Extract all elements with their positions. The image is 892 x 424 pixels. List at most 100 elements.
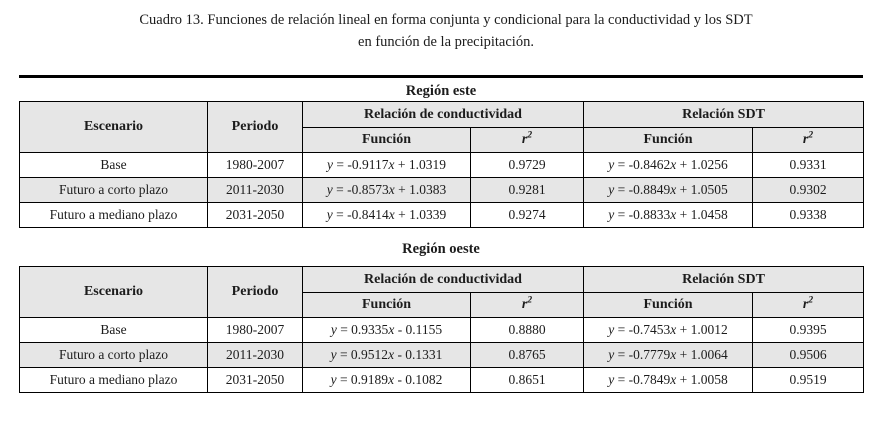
equation-part: = 0.9512 (336, 347, 389, 362)
cell-periodo: 1980-2007 (207, 152, 303, 178)
y-symbol: y (608, 347, 615, 362)
header-periodo: Periodo (207, 266, 303, 318)
cell-funcion-sdt: y = -0.8849x + 1.0505 (583, 177, 753, 203)
r-symbol: r (802, 132, 809, 147)
header-sdt-group: Relación SDT (583, 101, 864, 128)
x-symbol: x (670, 182, 677, 197)
equation-part: = -0.8462 (614, 157, 671, 172)
equation-part: + 1.0319 (394, 157, 446, 172)
cell-r2-sdt: 0.9506 (752, 342, 864, 368)
table-row-base: Base 1980-2007 y = -0.9117x + 1.0319 0.9… (19, 152, 864, 178)
header-conductividad-group: Relación de conductividad (302, 101, 584, 128)
cell-periodo: 2011-2030 (207, 342, 303, 368)
region-este-section: Región este Escenario Periodo Relación d… (19, 75, 864, 228)
y-symbol: y (608, 157, 615, 172)
r2-superscript: 2 (808, 130, 814, 141)
table-row-mediano-plazo: Futuro a mediano plazo 2031-2050 y = -0.… (19, 202, 864, 228)
r2-superscript: 2 (527, 295, 533, 306)
equation-part: + 1.0012 (676, 322, 728, 337)
cell-escenario: Base (19, 152, 208, 178)
cell-escenario: Futuro a mediano plazo (19, 367, 208, 393)
cell-funcion-cond: y = -0.8573x + 1.0383 (302, 177, 471, 203)
table-row-mediano-plazo: Futuro a mediano plazo 2031-2050 y = 0.9… (19, 367, 864, 393)
region-oeste-table: Escenario Periodo Relación de conductivi… (19, 266, 864, 393)
header-r2-cond: r2 (470, 292, 584, 318)
x-symbol: x (670, 372, 677, 387)
y-symbol: y (330, 372, 337, 387)
cell-funcion-cond: y = 0.9189x - 0.1082 (302, 367, 471, 393)
equation-part: + 1.0458 (676, 207, 728, 222)
x-symbol: x (388, 372, 395, 387)
x-symbol: x (670, 347, 677, 362)
equation-part: + 1.0256 (676, 157, 728, 172)
cell-periodo: 2011-2030 (207, 177, 303, 203)
equation-part: = 0.9335 (336, 322, 389, 337)
table-caption: Cuadro 13. Funciones de relación lineal … (0, 0, 892, 53)
cell-r2-cond: 0.8651 (470, 367, 584, 393)
equation-part: - 0.1155 (394, 322, 443, 337)
x-symbol: x (670, 207, 677, 222)
y-symbol: y (330, 347, 337, 362)
cell-escenario: Futuro a corto plazo (19, 177, 208, 203)
equation-part: - 0.1331 (394, 347, 443, 362)
header-conductividad-group: Relación de conductividad (302, 266, 584, 293)
equation-part: + 1.0064 (676, 347, 728, 362)
table-row-base: Base 1980-2007 y = 0.9335x - 0.1155 0.88… (19, 317, 864, 343)
region-este-table: Escenario Periodo Relación de conductivi… (19, 101, 864, 228)
equation-part: + 1.0383 (394, 182, 447, 197)
y-symbol: y (327, 157, 333, 172)
x-symbol: x (388, 157, 395, 172)
cell-funcion-cond: y = -0.9117x + 1.0319 (302, 152, 471, 178)
y-symbol: y (608, 207, 615, 222)
header-r2-sdt: r2 (752, 292, 864, 318)
header-sdt-group: Relación SDT (583, 266, 864, 293)
y-symbol: y (326, 182, 333, 197)
header-funcion-cond: Función (302, 292, 471, 318)
y-symbol: y (608, 182, 615, 197)
cell-r2-sdt: 0.9519 (752, 367, 864, 393)
equation-part: = -0.7779 (614, 347, 671, 362)
table-row-corto-plazo: Futuro a corto plazo 2011-2030 y = -0.85… (19, 177, 864, 203)
equation-part: = -0.8849 (614, 182, 671, 197)
cell-funcion-sdt: y = -0.8833x + 1.0458 (583, 202, 753, 228)
y-symbol: y (608, 322, 615, 337)
cell-r2-sdt: 0.9395 (752, 317, 864, 343)
equation-part: = -0.9117 (333, 157, 389, 172)
cell-escenario: Futuro a mediano plazo (19, 202, 208, 228)
r-symbol: r (521, 132, 528, 147)
header-funcion-cond: Función (302, 127, 471, 153)
cell-r2-cond: 0.8880 (470, 317, 584, 343)
header-funcion-sdt: Función (583, 127, 753, 153)
x-symbol: x (670, 157, 677, 172)
cell-funcion-cond: y = 0.9512x - 0.1331 (302, 342, 471, 368)
equation-part: = -0.7849 (614, 372, 671, 387)
r-symbol: r (802, 297, 809, 312)
cell-funcion-sdt: y = -0.7849x + 1.0058 (583, 367, 753, 393)
x-symbol: x (670, 322, 677, 337)
equation-part: = -0.8573 (332, 182, 389, 197)
cell-periodo: 2031-2050 (207, 367, 303, 393)
header-escenario: Escenario (19, 266, 208, 318)
header-row-subs: Función r2 Función r2 (20, 127, 864, 153)
cell-funcion-sdt: y = -0.8462x + 1.0256 (583, 152, 753, 178)
cell-r2-cond: 0.9281 (470, 177, 584, 203)
cell-funcion-sdt: y = -0.7779x + 1.0064 (583, 342, 753, 368)
x-symbol: x (388, 207, 395, 222)
equation-part: - 0.1082 (394, 372, 443, 387)
r-symbol: r (521, 297, 528, 312)
equation-part: + 1.0339 (394, 207, 447, 222)
equation-part: = -0.8414 (332, 207, 389, 222)
header-r2-sdt: r2 (752, 127, 864, 153)
cell-escenario: Base (19, 317, 208, 343)
y-symbol: y (608, 372, 615, 387)
equation-part: + 1.0505 (676, 182, 728, 197)
header-r2-cond: r2 (470, 127, 584, 153)
x-symbol: x (388, 322, 395, 337)
header-row-groups: Escenario Periodo Relación de conductivi… (19, 266, 864, 318)
cell-r2-sdt: 0.9302 (752, 177, 864, 203)
y-symbol: y (330, 322, 337, 337)
table-caption-line1: Cuadro 13. Funciones de relación lineal … (139, 12, 753, 28)
cell-r2-cond: 0.9274 (470, 202, 584, 228)
x-symbol: x (388, 182, 395, 197)
region-oeste-section: Región oeste Escenario Periodo Relación … (19, 237, 864, 393)
